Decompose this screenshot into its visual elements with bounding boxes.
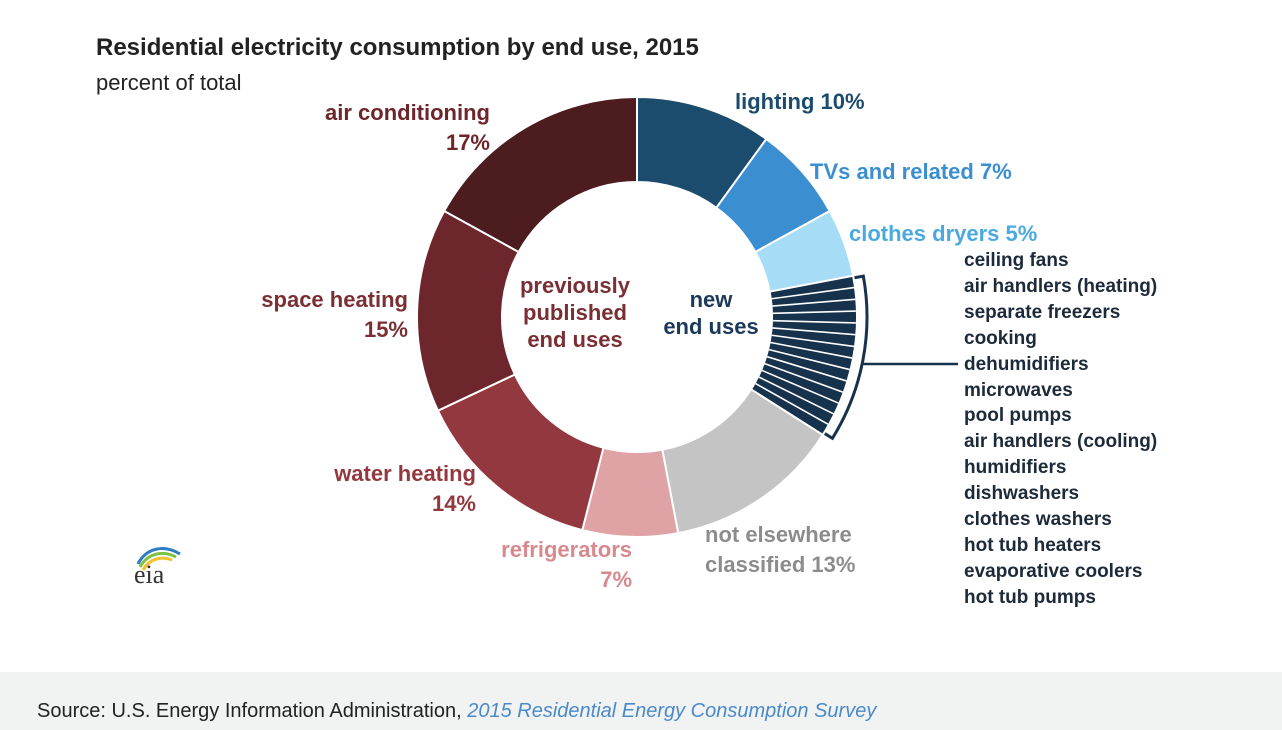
label-space-heating: space heating 15% — [261, 287, 408, 342]
new-end-use-divider — [766, 355, 847, 382]
new-end-uses-bracket — [823, 274, 869, 441]
new-end-use-item: humidifiers — [964, 457, 1067, 479]
center-label-previous: previously published end uses — [520, 273, 631, 352]
label-refrigerators-line: 7% — [600, 567, 632, 592]
new-end-use-divider — [764, 362, 843, 393]
new-end-use-item: air handlers (cooling) — [964, 431, 1158, 453]
new-end-use-divider — [772, 327, 856, 336]
chart-area: Residential electricity consumption by e… — [96, 34, 1157, 611]
label-lighting-line: lighting 10% — [735, 89, 865, 114]
label-not-elsewhere-classified: not elsewhere classified 13% — [705, 522, 855, 577]
new-end-use-divider — [771, 286, 855, 300]
new-end-use-item: pool pumps — [964, 405, 1072, 427]
new-end-use-item: hot tub heaters — [964, 534, 1102, 556]
label-air-conditioning-line: air conditioning — [325, 100, 490, 125]
label-refrigerators: refrigerators 7% — [501, 537, 632, 592]
new-end-use-item: clothes washers — [964, 509, 1112, 531]
source-link[interactable]: 2015 Residential Energy Consumption Surv… — [467, 700, 877, 722]
center-label-previous-line: previously — [520, 273, 631, 298]
new-end-use-item: ceiling fans — [964, 250, 1069, 271]
label-space-heating-line: space heating — [261, 287, 408, 312]
new-end-use-divider — [772, 319, 856, 324]
eia-logo: eia — [130, 542, 192, 592]
slice-air-conditioning — [442, 95, 638, 254]
center-label-new-line: new — [690, 287, 734, 312]
label-tvs-and-related-line: TVs and related 7% — [810, 159, 1012, 184]
label-not-elsewhere-classified-line: not elsewhere — [705, 522, 852, 547]
label-air-conditioning-line: 17% — [446, 130, 490, 155]
label-water-heating-line: water heating — [333, 461, 476, 486]
label-clothes-dryers-line: clothes dryers 5% — [849, 221, 1037, 246]
label-air-conditioning: air conditioning 17% — [325, 100, 490, 155]
label-refrigerators-line: refrigerators — [501, 537, 632, 562]
new-end-use-divider — [771, 334, 855, 348]
label-water-heating: water heating 14% — [333, 461, 476, 516]
label-not-elsewhere-classified-line: classified 13% — [705, 552, 855, 577]
new-end-use-item: hot tub pumps — [964, 586, 1096, 608]
new-end-use-divider — [772, 310, 856, 315]
center-label-new-line: end uses — [663, 314, 758, 339]
center-label-new: new end uses — [663, 287, 758, 339]
new-end-use-divider — [768, 348, 850, 371]
new-end-use-item: air handlers (heating) — [964, 275, 1158, 297]
new-end-use-divider — [755, 382, 829, 425]
source-note: Source: U.S. Energy Information Administ… — [37, 700, 876, 723]
center-label-previous-line: published — [523, 300, 627, 325]
chart-subtitle: percent of total — [96, 70, 242, 95]
new-end-use-divider — [772, 298, 856, 307]
eia-logo-text: eia — [134, 560, 165, 589]
label-lighting: lighting 10% — [735, 89, 865, 114]
new-end-use-divider — [770, 341, 853, 359]
label-clothes-dryers: clothes dryers 5% — [849, 221, 1037, 246]
new-end-use-item: evaporative coolers — [964, 560, 1143, 582]
new-end-use-divider — [761, 369, 839, 404]
chart-title: Residential electricity consumption by e… — [96, 34, 699, 61]
label-water-heating-line: 14% — [432, 491, 476, 516]
new-end-use-item: microwaves — [964, 379, 1073, 401]
new-end-use-item: cooking — [964, 327, 1037, 349]
source-prefix: Source: U.S. Energy Information Administ… — [37, 700, 468, 722]
new-end-use-divider — [758, 376, 834, 415]
eia-logo-mark — [136, 547, 181, 571]
center-label-previous-line: end uses — [527, 327, 622, 352]
new-end-use-item: dehumidifiers — [964, 353, 1089, 375]
new-end-use-item: separate freezers — [964, 301, 1121, 323]
new-end-use-item: dishwashers — [964, 483, 1080, 505]
label-tvs-and-related: TVs and related 7% — [810, 159, 1012, 184]
footer — [0, 672, 1282, 730]
label-space-heating-line: 15% — [364, 317, 408, 342]
new-end-uses-list: ceiling fans air handlers (heating) separa… — [964, 248, 1157, 611]
